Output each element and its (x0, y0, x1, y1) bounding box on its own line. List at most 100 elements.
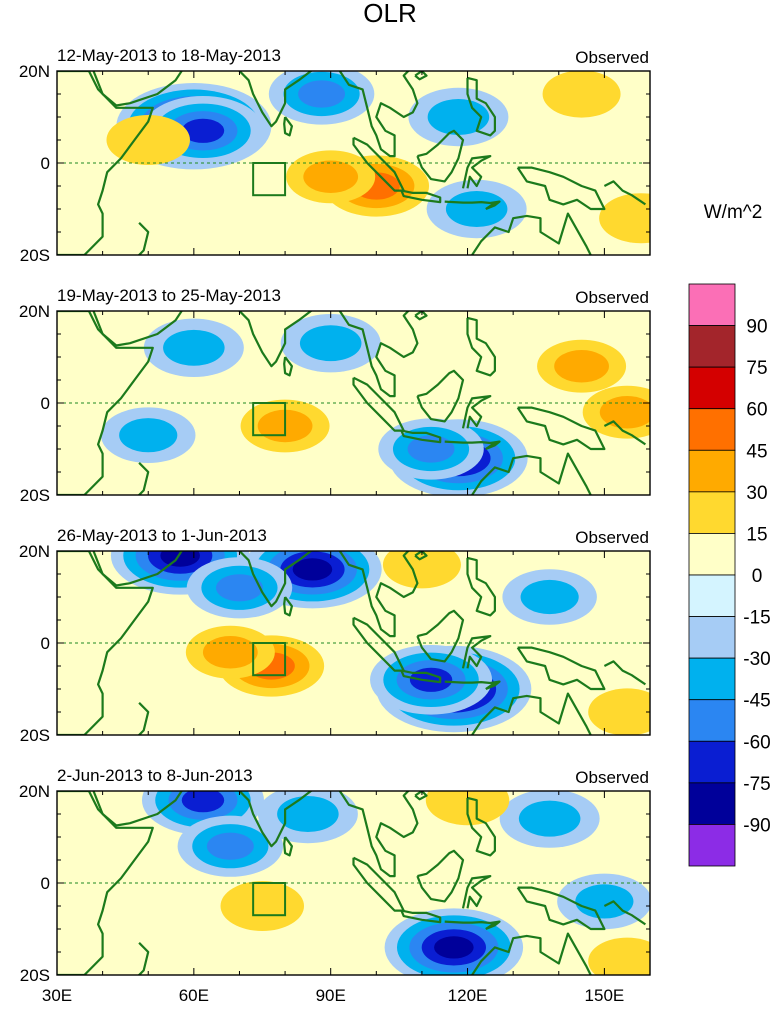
lat-tick-label: 20S (20, 246, 50, 265)
colorbar-label: 90 (746, 317, 767, 338)
colorbar-label: 75 (746, 358, 767, 379)
negative-olr-contour (181, 791, 225, 813)
coastline (400, 909, 442, 924)
coastline (444, 680, 500, 685)
panel-date-range: 19-May-2013 to 25-May-2013 (57, 286, 281, 305)
coastline (466, 76, 496, 137)
coastline (461, 155, 492, 189)
panel-source-label: Observed (575, 768, 649, 787)
coastline (466, 796, 496, 857)
colorbar-swatch (688, 824, 736, 867)
colorbar-swatch (688, 325, 736, 368)
coastline (400, 429, 442, 444)
negative-olr-contour (160, 551, 200, 567)
positive-olr-contour (303, 160, 359, 194)
olr-field (57, 551, 650, 735)
colorbar-label: -30 (743, 649, 770, 670)
negative-olr-contour (292, 558, 333, 581)
positive-olr-contour (588, 688, 650, 735)
negative-olr-contour (216, 574, 263, 602)
colorbar-label: -75 (743, 774, 770, 795)
negative-olr-contour (409, 667, 453, 692)
colorbar-swatch (688, 408, 736, 451)
coastline (237, 71, 313, 128)
coastline (237, 551, 313, 608)
positive-olr-contour (202, 635, 258, 669)
lat-tick-label: 20S (20, 966, 50, 985)
coastline (516, 166, 606, 211)
lon-tick-label: 60E (179, 986, 209, 1005)
colorbar-label: 0 (752, 566, 763, 587)
coastline (283, 596, 293, 617)
study-region-box (252, 642, 287, 677)
panel-source-label: Observed (575, 48, 649, 67)
negative-olr-contour (277, 796, 339, 832)
map-panel: 20N 0 20S 19-May-2013 to 25-May-2013 Observe… (19, 286, 651, 505)
coastline (516, 406, 606, 451)
negative-olr-contour (119, 418, 178, 453)
panel-date-range: 12-May-2013 to 18-May-2013 (57, 46, 281, 65)
negative-olr-contour (434, 936, 474, 959)
colorbar-label: 60 (746, 400, 767, 421)
negative-olr-contour (520, 579, 579, 615)
coastline (485, 920, 501, 931)
study-region-box (252, 402, 287, 437)
lat-tick-label: 0 (41, 874, 50, 893)
lon-tick-label: 120E (448, 986, 488, 1005)
olr-field (57, 311, 650, 495)
lat-tick-label: 20N (19, 542, 50, 561)
coastline (444, 440, 500, 445)
coastline (444, 200, 500, 205)
coastline (237, 311, 313, 368)
coastline (416, 609, 465, 663)
negative-olr-contour (206, 832, 254, 860)
coastline (603, 660, 647, 686)
colorbar-label: -90 (743, 815, 770, 836)
colorbar-swatch (688, 533, 736, 576)
colorbar-swatch (688, 491, 736, 534)
coastline (416, 849, 465, 903)
coastline (92, 71, 183, 107)
coastline (137, 702, 150, 735)
coastline (603, 420, 647, 446)
figure-title: OLR (363, 0, 416, 28)
lat-tick-label: 20S (20, 486, 50, 505)
colorbar-swatch (688, 449, 736, 493)
coastline (352, 616, 405, 672)
map-panel: 20N 0 20S 2-Jun-2013 to 8-Jun-2013 Observed (19, 766, 651, 985)
colorbar-swatch (688, 283, 736, 326)
map-panel: 20N 0 20S 12-May-2013 to 18-May-2013 Observe… (19, 46, 651, 265)
olr-field (57, 791, 650, 975)
negative-olr-contour (298, 80, 346, 108)
negative-olr-contour (299, 325, 362, 362)
coastline (466, 556, 496, 617)
colorbar-swatch (688, 616, 736, 659)
map-panel: 20N 0 20S 26-May-2013 to 1-Jun-2013 Observed (19, 526, 651, 745)
map-panels: 20N 0 20S 12-May-2013 to 18-May-2013 Observe… (19, 46, 651, 1005)
positive-olr-contour (382, 551, 461, 589)
positive-olr-contour (588, 937, 650, 975)
coastline (92, 311, 183, 347)
coastline (283, 116, 293, 137)
colorbar-swatch (688, 740, 736, 784)
coastline (471, 212, 592, 255)
coastline (352, 376, 405, 432)
coastline (92, 551, 183, 587)
olr-field (57, 71, 650, 255)
lon-tick-label: 150E (585, 986, 625, 1005)
coastline (400, 189, 442, 204)
negative-olr-contour (407, 435, 455, 463)
coastline (485, 440, 501, 451)
coastline (338, 311, 419, 398)
coastline (338, 791, 419, 878)
coastline (416, 369, 465, 423)
coastline (414, 551, 428, 561)
coastline (485, 200, 501, 211)
lat-tick-label: 0 (41, 634, 50, 653)
panel-source-label: Observed (575, 528, 649, 547)
coastline (92, 791, 183, 827)
colorbar-label: 15 (746, 524, 767, 545)
coastline (444, 920, 500, 925)
colorbar-swatch (688, 574, 736, 617)
